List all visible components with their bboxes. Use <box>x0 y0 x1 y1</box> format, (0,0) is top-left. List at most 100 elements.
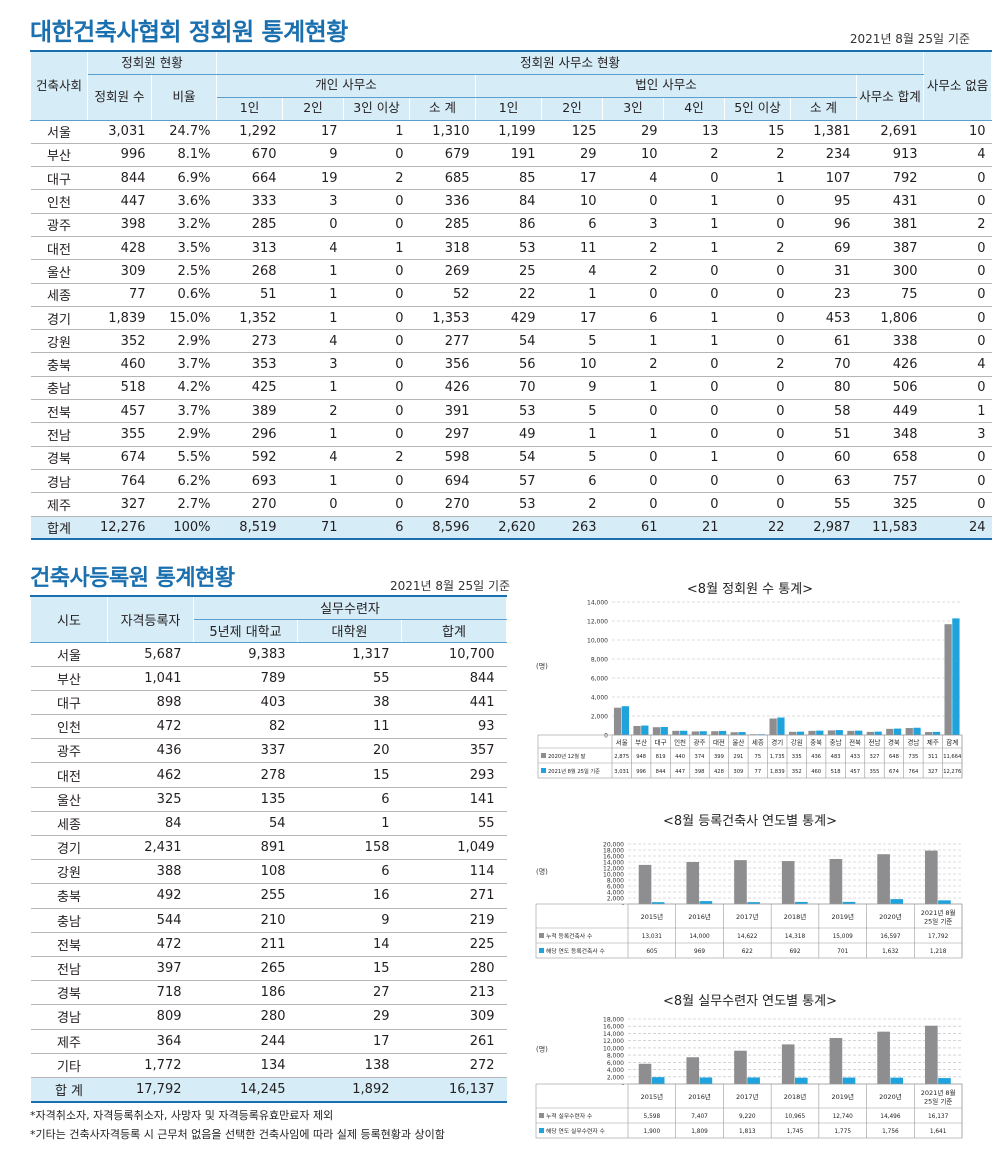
bar-series1 <box>730 732 738 735</box>
t1-value-cell: 4 <box>282 329 344 354</box>
header-ind-one: 1인 <box>216 96 284 121</box>
t1-value-cell: 0 <box>343 492 410 517</box>
category-label: 2015년 <box>641 1092 664 1101</box>
t2-value-cell: 472 <box>107 714 194 740</box>
category-label: 2017년 <box>736 912 759 921</box>
data-label: 844 <box>656 769 667 775</box>
t1-value-cell: 29 <box>602 120 664 144</box>
t2-value-cell: 29 <box>297 1004 402 1030</box>
t1-value-cell: 0.6% <box>151 283 217 307</box>
t2-value-cell: 135 <box>193 787 298 812</box>
legend-swatch <box>539 1113 544 1118</box>
data-label: 436 <box>811 754 821 760</box>
t1-value-cell: 1 <box>663 329 725 354</box>
section2-as-of: 2021년 8월 25일 기준 <box>390 579 511 593</box>
member-row: 전북 457 3.7% 389 2 0 391 53 5 0 0 0 58 449 1 <box>30 399 992 424</box>
t2-value-cell: 261 <box>401 1029 507 1054</box>
t2-value-cell: 5,687 <box>107 642 194 667</box>
t1-value-cell: 0 <box>663 259 725 284</box>
t1-value-cell: 1,839 <box>87 306 152 331</box>
t1-region-cell: 인천 <box>30 189 88 214</box>
t1-value-cell: 428 <box>87 236 152 261</box>
chart2-title: <8월 등록건축사 연도별 통계> <box>662 814 837 829</box>
data-label: 1,775 <box>834 1129 851 1135</box>
t2-value-cell: 84 <box>107 811 194 837</box>
bar-series1 <box>750 734 758 735</box>
bar-series1 <box>925 732 933 735</box>
t2-value-cell: 225 <box>401 932 507 957</box>
t1-region-cell: 서울 <box>30 120 88 144</box>
t1-value-cell: 3.7% <box>151 352 217 377</box>
t2-region-cell: 제주 <box>30 1029 108 1054</box>
t2-region-cell: 경기 <box>30 835 108 861</box>
y-tick-label: 4,000 <box>591 695 608 702</box>
bar-series1 <box>925 850 938 904</box>
t1-value-cell: 0 <box>602 283 664 307</box>
y-tick-label: 4,000 <box>607 890 624 897</box>
t1-value-cell: 2 <box>541 492 603 517</box>
t2-value-cell: 186 <box>193 980 298 1006</box>
t2-value-cell: 403 <box>193 690 298 716</box>
registration-row: 경기 2,431 891 158 1,049 <box>30 835 507 861</box>
t2-value-cell: 14 <box>297 932 402 957</box>
t1-total-cell: 100% <box>151 515 217 541</box>
t1-value-cell: 1 <box>602 376 664 401</box>
t1-value-cell: 352 <box>87 329 152 354</box>
data-label: 311 <box>928 754 938 760</box>
data-label: 2,875 <box>614 754 629 760</box>
t2-value-cell: 93 <box>401 714 507 740</box>
header-trainee: 실무수련자 <box>192 595 508 620</box>
t1-value-cell: 1 <box>541 422 603 447</box>
t1-region-cell: 제주 <box>30 492 88 517</box>
bar-series2 <box>651 902 665 904</box>
t1-value-cell: 285 <box>216 213 283 237</box>
t1-value-cell: 0 <box>724 329 791 354</box>
t1-value-cell: 389 <box>216 399 283 424</box>
data-label: 355 <box>870 769 880 775</box>
t1-value-cell: 51 <box>790 422 857 447</box>
member-stats-table: 건축사회 정회원 현황 정회원 사무소 현황 사무소 없음 정회원 수 비율 개… <box>30 50 993 541</box>
t1-value-cell: 325 <box>856 492 924 517</box>
t1-value-cell: 0 <box>602 492 664 517</box>
t1-total-cell: 61 <box>602 515 664 541</box>
t1-value-cell: 1 <box>282 422 344 447</box>
member-row: 경기 1,839 15.0% 1,352 1 0 1,353 429 17 6 1 0 453 1,806… <box>30 306 992 331</box>
t1-value-cell: 54 <box>475 329 542 354</box>
t1-value-cell: 0 <box>923 446 992 470</box>
category-label: 광주 <box>694 739 706 747</box>
t1-value-cell: 2,691 <box>856 120 924 144</box>
t2-value-cell: 134 <box>193 1053 298 1078</box>
t2-total-cell: 합 계 <box>30 1076 108 1103</box>
t1-value-cell: 0 <box>343 399 410 424</box>
bar-series1 <box>829 1037 843 1084</box>
legend-label: 2020년 12월 말 <box>548 752 586 760</box>
t1-value-cell: 9 <box>282 143 344 168</box>
t1-value-cell: 10 <box>923 120 992 144</box>
t1-value-cell: 0 <box>663 469 725 494</box>
t1-region-cell: 충북 <box>30 352 88 377</box>
category-label: 경기 <box>771 738 783 747</box>
bar-series1 <box>711 731 719 735</box>
t2-value-cell: 492 <box>107 883 194 909</box>
chart3-title: <8월 실무수련자 연도별 통계> <box>662 994 837 1009</box>
bar-series1 <box>877 854 890 904</box>
t1-value-cell: 2.9% <box>151 422 217 447</box>
header-sido: 시도 <box>30 595 108 643</box>
category-label: 2021년 8월 25일 기준 <box>921 908 956 926</box>
t1-value-cell: 96 <box>790 213 857 237</box>
t1-value-cell: 0 <box>923 236 992 261</box>
data-label: 9,220 <box>739 1114 756 1120</box>
t1-value-cell: 1 <box>923 399 992 424</box>
t2-value-cell: 844 <box>401 666 507 691</box>
t1-value-cell: 0 <box>923 376 992 401</box>
y-tick-label: 14,000 <box>587 600 608 607</box>
note-2: *기타는 건축사자격등록 시 근무처 없음을 선택한 건축사임에 따라 실제 등… <box>30 1128 445 1141</box>
data-label: 1,813 <box>739 1129 756 1135</box>
t2-value-cell: 108 <box>193 859 298 885</box>
t1-value-cell: 0 <box>663 399 725 424</box>
t1-value-cell: 318 <box>409 236 476 261</box>
t1-value-cell: 764 <box>87 469 152 494</box>
bar-series1 <box>691 731 699 735</box>
bar-series2 <box>718 730 727 735</box>
t2-region-cell: 대구 <box>30 690 108 716</box>
